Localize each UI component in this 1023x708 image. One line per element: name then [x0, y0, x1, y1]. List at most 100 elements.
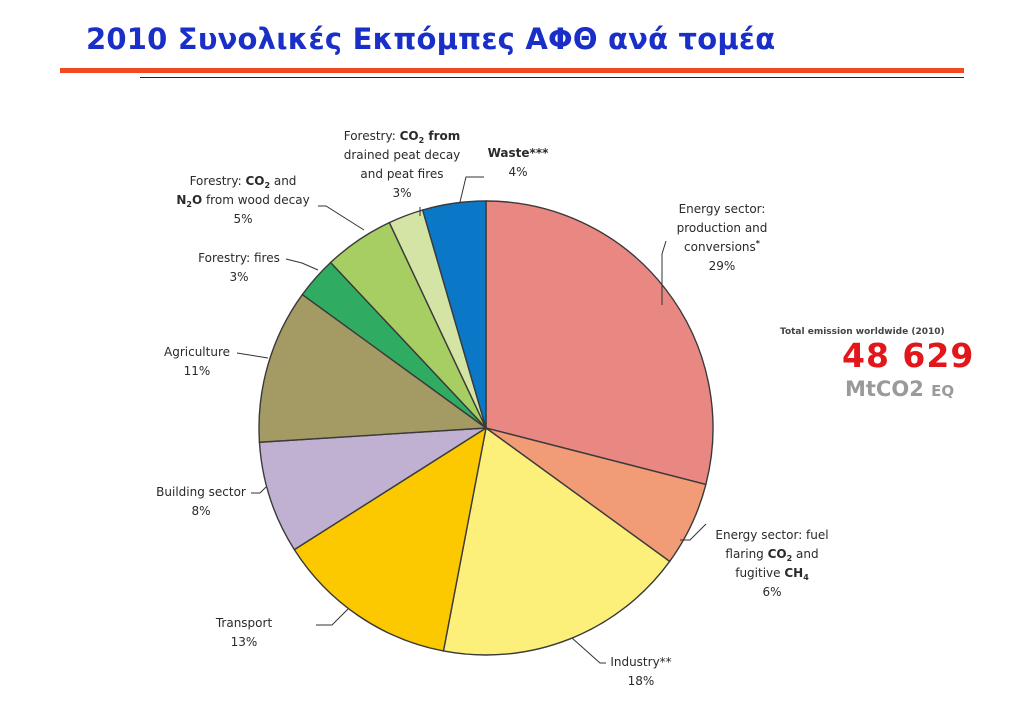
title-underline-red: [60, 68, 964, 73]
slice-label-line: Forestry: CO2​ from: [344, 129, 461, 145]
slice-label-text: 4%: [508, 165, 527, 179]
pie-slice-building: [258, 427, 487, 551]
slice-label-text: CH: [784, 566, 803, 580]
slice-label-forestry_fires: Forestry: fires 3%: [198, 251, 280, 284]
slice-label-text: 8%: [191, 504, 210, 518]
slice-label-text: drained peat decay: [344, 148, 461, 162]
slice-label-text: *: [756, 239, 761, 248]
slice-label-text: 29%: [709, 259, 736, 273]
total-emission-unit: MtCO2 EQ: [845, 377, 954, 401]
slice-label-line: flaring CO2​ and: [725, 547, 818, 563]
slice-label-line: 13%: [231, 635, 258, 649]
slice-label-text: Forestry:: [344, 129, 400, 143]
pie-slices: [258, 200, 714, 656]
slice-label-line: production and: [677, 221, 768, 235]
slice-label-line: 18%: [628, 674, 655, 688]
slice-label-text: Energy sector: fuel: [715, 528, 828, 542]
slice-label-text: Waste***: [488, 146, 549, 160]
total-emission-unit-suffix: EQ: [931, 382, 955, 400]
slice-label-text: CO: [400, 129, 419, 143]
slice-label-energy_production: Energy sector: production and conversions*…: [677, 202, 768, 273]
total-emission-value: 48 629: [842, 336, 975, 375]
slice-label-text: Agriculture: [164, 345, 230, 359]
leader-line-industry: [571, 637, 606, 664]
slice-label-text: Building sector: [156, 485, 246, 499]
slice-label-text: from wood decay: [202, 193, 310, 207]
slice-label-line: 3%: [229, 270, 248, 284]
slice-label-text: fugitive: [735, 566, 784, 580]
slice-label-text: and peat fires: [360, 167, 443, 181]
slice-label-text: 6%: [762, 585, 781, 599]
slice-label-line: Energy sector:: [679, 202, 766, 216]
slice-label-line: fugitive CH4​: [735, 566, 809, 582]
slice-label-text: CO: [768, 547, 787, 561]
page-title: 2010 Συνολικές Εκπόμπες ΑΦΘ ανά τομέα: [86, 22, 776, 56]
slice-label-line: 11%: [184, 364, 211, 378]
leader-line-building: [251, 486, 267, 494]
slice-label-line: Waste***: [488, 146, 549, 160]
slice-label-text: from: [424, 129, 460, 143]
slice-label-building: Building sector 8%: [156, 485, 246, 518]
slice-label-text: 18%: [628, 674, 655, 688]
leader-line-forestry_decay: [318, 205, 365, 231]
slice-label-energy_flaring: Energy sector: fuel flaring CO2​ and fugit…: [715, 528, 828, 599]
slice-label-text: N: [176, 193, 186, 207]
slice-label-line: 3%: [392, 186, 411, 200]
slice-label-text: 11%: [184, 364, 211, 378]
leader-line-energy_production: [661, 240, 667, 305]
pie-slice-industry: [442, 426, 671, 656]
slice-label-text: 5%: [233, 212, 252, 226]
pie-slice-agriculture: [258, 293, 488, 443]
slice-label-line: 5%: [233, 212, 252, 226]
leader-line-forestry_fires: [285, 258, 319, 271]
slice-label-text: 4: [803, 573, 809, 582]
slice-label-text: 2: [186, 200, 192, 209]
slice-label-line: 6%: [762, 585, 781, 599]
pie-slice-transport: [293, 426, 487, 652]
slice-label-forestry_peat: Forestry: CO2​ from drained peat decay and…: [344, 129, 461, 200]
slice-label-line: Energy sector: fuel: [715, 528, 828, 542]
slice-label-line: Forestry: fires: [198, 251, 280, 265]
slice-label-text: and: [270, 174, 296, 188]
slice-label-forestry_decay: Forestry: CO2​ and N2​O from wood decay 5%: [176, 174, 309, 226]
slice-label-text: production and: [677, 221, 768, 235]
slice-label-text: and: [792, 547, 818, 561]
slice-label-line: Forestry: CO2​ and: [190, 174, 297, 190]
slice-label-line: drained peat decay: [344, 148, 461, 162]
label-leaders: [236, 176, 707, 664]
leader-line-waste: [459, 176, 484, 203]
slice-label-line: and peat fires: [360, 167, 443, 181]
slice-label-line: 4%: [508, 165, 527, 179]
slice-label-text: flaring: [725, 547, 767, 561]
slice-labels: Energy sector: production and conversions*…: [156, 129, 828, 688]
leader-line-energy_flaring: [680, 523, 707, 541]
slice-label-industry: Industry** 18%: [610, 655, 671, 688]
slice-label-text: CO: [245, 174, 264, 188]
slice-label-line: 8%: [191, 504, 210, 518]
total-emission-caption: Total emission worldwide (2010): [780, 327, 945, 337]
slice-label-line: N2​O from wood decay: [176, 193, 309, 209]
slice-label-waste: Waste*** 4%: [488, 146, 549, 179]
slice-label-text: 2: [419, 136, 425, 145]
slice-label-line: 29%: [709, 259, 736, 273]
pie-slice-waste: [421, 200, 487, 429]
slice-label-text: O: [192, 193, 202, 207]
slice-label-text: 13%: [231, 635, 258, 649]
slice-label-line: conversions*​: [684, 239, 761, 254]
slice-label-text: Industry**: [610, 655, 671, 669]
slice-label-line: Building sector: [156, 485, 246, 499]
slice-label-text: 2: [787, 554, 793, 563]
slice-label-text: 3%: [392, 186, 411, 200]
leader-line-transport: [316, 608, 349, 626]
pie-slice-energy_production: [485, 200, 714, 486]
slice-label-text: Forestry:: [190, 174, 246, 188]
slice-label-text: conversions: [684, 240, 756, 254]
slice-label-transport: Transport 13%: [215, 616, 273, 649]
slice-label-text: Transport: [215, 616, 273, 630]
title-underline-thin: [140, 77, 964, 78]
slice-label-agriculture: Agriculture 11%: [164, 345, 230, 378]
slice-label-text: 2: [264, 181, 270, 190]
leader-line-agriculture: [236, 352, 269, 359]
slice-label-text: 3%: [229, 270, 248, 284]
